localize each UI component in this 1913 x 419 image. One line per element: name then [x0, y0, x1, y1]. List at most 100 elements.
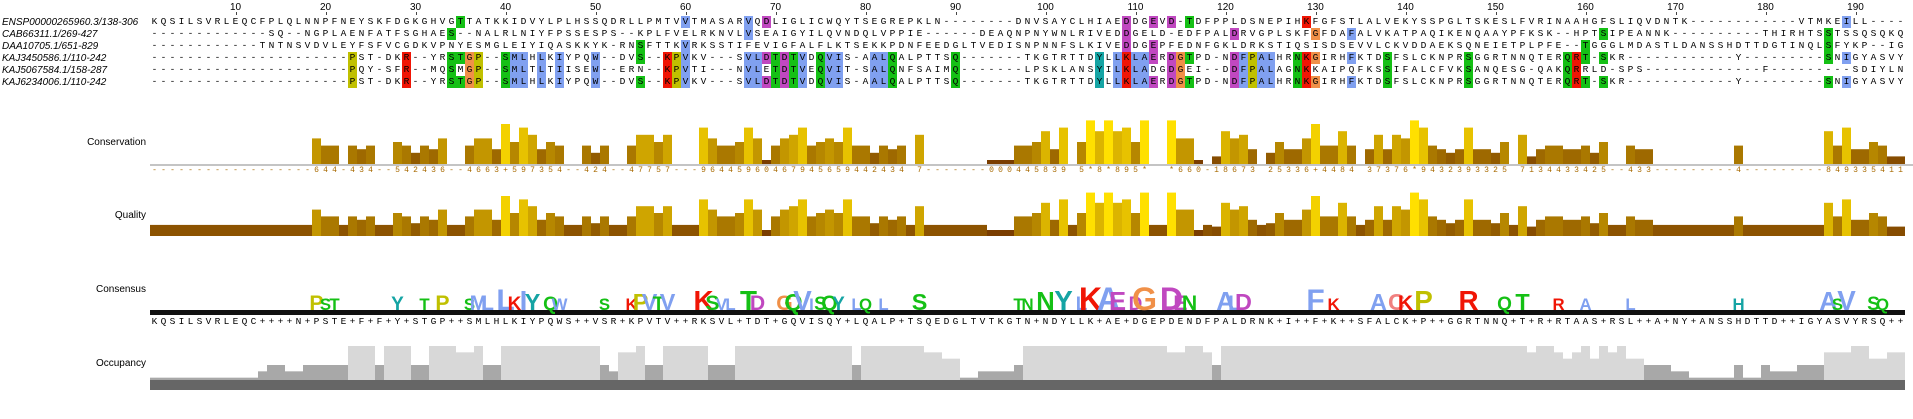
residue-cell[interactable]: M	[655, 16, 662, 27]
residue-cell[interactable]: Y	[1411, 16, 1418, 27]
residue-cell[interactable]: I	[1609, 28, 1616, 39]
residue-cell[interactable]: N	[1663, 16, 1670, 27]
residue-cell[interactable]: P	[1024, 28, 1031, 39]
residue-cell[interactable]: Y	[1042, 28, 1049, 39]
residue-cell[interactable]: -	[493, 52, 500, 63]
residue-cell[interactable]: V	[1366, 40, 1373, 51]
residue-cell[interactable]: V	[1798, 16, 1805, 27]
residue-cell[interactable]: -	[1789, 64, 1796, 75]
residue-cell[interactable]: G	[1852, 76, 1859, 87]
residue-cell[interactable]: F	[1393, 52, 1400, 63]
residue-cell[interactable]: M	[943, 64, 950, 75]
residue-cell[interactable]: Q	[583, 52, 590, 63]
residue-cell[interactable]: D	[1222, 64, 1229, 75]
residue-cell[interactable]: S	[862, 64, 869, 75]
residue-cell[interactable]: K	[1258, 40, 1265, 51]
residue-cell[interactable]: E	[1546, 52, 1553, 63]
residue-cell[interactable]: T	[664, 40, 671, 51]
residue-cell[interactable]: -	[250, 64, 257, 75]
residue-cell[interactable]: -	[484, 52, 491, 63]
residue-cell[interactable]: -	[1897, 16, 1904, 27]
residue-cell[interactable]: S	[610, 28, 617, 39]
residue-cell[interactable]: T	[1807, 16, 1814, 27]
residue-cell[interactable]: R	[1078, 28, 1085, 39]
residue-cell[interactable]: R	[619, 40, 626, 51]
residue-cell[interactable]: S	[447, 64, 456, 76]
residue-cell[interactable]: K	[412, 16, 419, 27]
residue-cell[interactable]: A	[898, 52, 905, 63]
residue-cell[interactable]: S	[1429, 16, 1436, 27]
residue-cell[interactable]: A	[1690, 40, 1697, 51]
residue-cell[interactable]: -	[1573, 40, 1580, 51]
residue-cell[interactable]: R	[889, 16, 896, 27]
residue-cell[interactable]: -	[1843, 64, 1850, 75]
residue-cell[interactable]: -	[1006, 64, 1013, 75]
residue-cell[interactable]: S	[358, 52, 365, 63]
residue-cell[interactable]: N	[844, 28, 851, 39]
residue-cell[interactable]: N	[1195, 40, 1202, 51]
residue-cell[interactable]: R	[1572, 52, 1581, 64]
residue-cell[interactable]: Q	[951, 64, 960, 76]
residue-cell[interactable]: K	[835, 40, 842, 51]
residue-cell[interactable]: E	[871, 16, 878, 27]
residue-cell[interactable]: N	[1510, 76, 1517, 87]
residue-cell[interactable]: A	[925, 64, 932, 75]
residue-cell[interactable]: S	[1285, 28, 1292, 39]
residue-cell[interactable]: L	[1222, 28, 1229, 39]
residue-cell[interactable]: -	[1690, 28, 1697, 39]
residue-cell[interactable]: P	[1510, 28, 1517, 39]
residue-cell[interactable]: D	[1230, 76, 1239, 88]
residue-cell[interactable]: -	[205, 52, 212, 63]
residue-cell[interactable]: S	[1464, 64, 1473, 76]
residue-cell[interactable]: V	[385, 40, 392, 51]
residue-cell[interactable]: E	[1149, 40, 1158, 52]
residue-cell[interactable]: -	[646, 76, 653, 87]
residue-cell[interactable]: -	[169, 52, 176, 63]
residue-cell[interactable]: K	[1825, 16, 1832, 27]
residue-cell[interactable]: S	[1852, 28, 1859, 39]
residue-cell[interactable]: T	[1348, 16, 1355, 27]
residue-cell[interactable]: Q	[835, 16, 842, 27]
residue-cell[interactable]: G	[313, 28, 320, 39]
residue-cell[interactable]: N	[340, 16, 347, 27]
residue-cell[interactable]: M	[430, 64, 437, 75]
residue-cell[interactable]: E	[1149, 16, 1158, 28]
residue-cell[interactable]: -	[961, 64, 968, 75]
residue-cell[interactable]: R	[1159, 52, 1166, 63]
residue-cell[interactable]: -	[1006, 52, 1013, 63]
residue-cell[interactable]: W	[826, 16, 833, 27]
residue-cell[interactable]: N	[1042, 40, 1049, 51]
residue-cell[interactable]: -	[979, 64, 986, 75]
residue-cell[interactable]: K	[1051, 64, 1058, 75]
residue-cell[interactable]: P	[574, 52, 581, 63]
residue-cell[interactable]: G	[448, 16, 455, 27]
residue-cell[interactable]: -	[1564, 28, 1571, 39]
residue-cell[interactable]: T	[691, 16, 698, 27]
residue-cell[interactable]: V	[1249, 28, 1256, 39]
residue-cell[interactable]: K	[1302, 16, 1311, 28]
residue-cell[interactable]: -	[1744, 28, 1751, 39]
residue-cell[interactable]: -	[286, 28, 293, 39]
residue-cell[interactable]: -	[160, 52, 167, 63]
residue-cell[interactable]: -	[1753, 16, 1760, 27]
sequence-name[interactable]: CAB66311.1/269-427	[2, 29, 98, 40]
residue-cell[interactable]: F	[1204, 16, 1211, 27]
residue-cell[interactable]: -	[196, 40, 203, 51]
residue-cell[interactable]: E	[808, 64, 815, 75]
residue-cell[interactable]: R	[700, 28, 707, 39]
residue-cell[interactable]: -	[961, 52, 968, 63]
residue-cell[interactable]: L	[1672, 40, 1679, 51]
residue-cell[interactable]: F	[1402, 64, 1409, 75]
residue-cell[interactable]: D	[1015, 16, 1022, 27]
residue-cell[interactable]: A	[556, 40, 563, 51]
residue-cell[interactable]: S	[592, 16, 599, 27]
residue-cell[interactable]: -	[1888, 16, 1895, 27]
residue-cell[interactable]: R	[691, 40, 698, 51]
residue-cell[interactable]: S	[943, 52, 950, 63]
residue-cell[interactable]: P	[1537, 40, 1544, 51]
residue-cell[interactable]: K	[394, 52, 401, 63]
residue-cell[interactable]: H	[1276, 76, 1283, 87]
residue-cell[interactable]: Q	[888, 76, 897, 88]
residue-cell[interactable]: N	[1222, 52, 1229, 63]
residue-cell[interactable]: R	[502, 28, 509, 39]
